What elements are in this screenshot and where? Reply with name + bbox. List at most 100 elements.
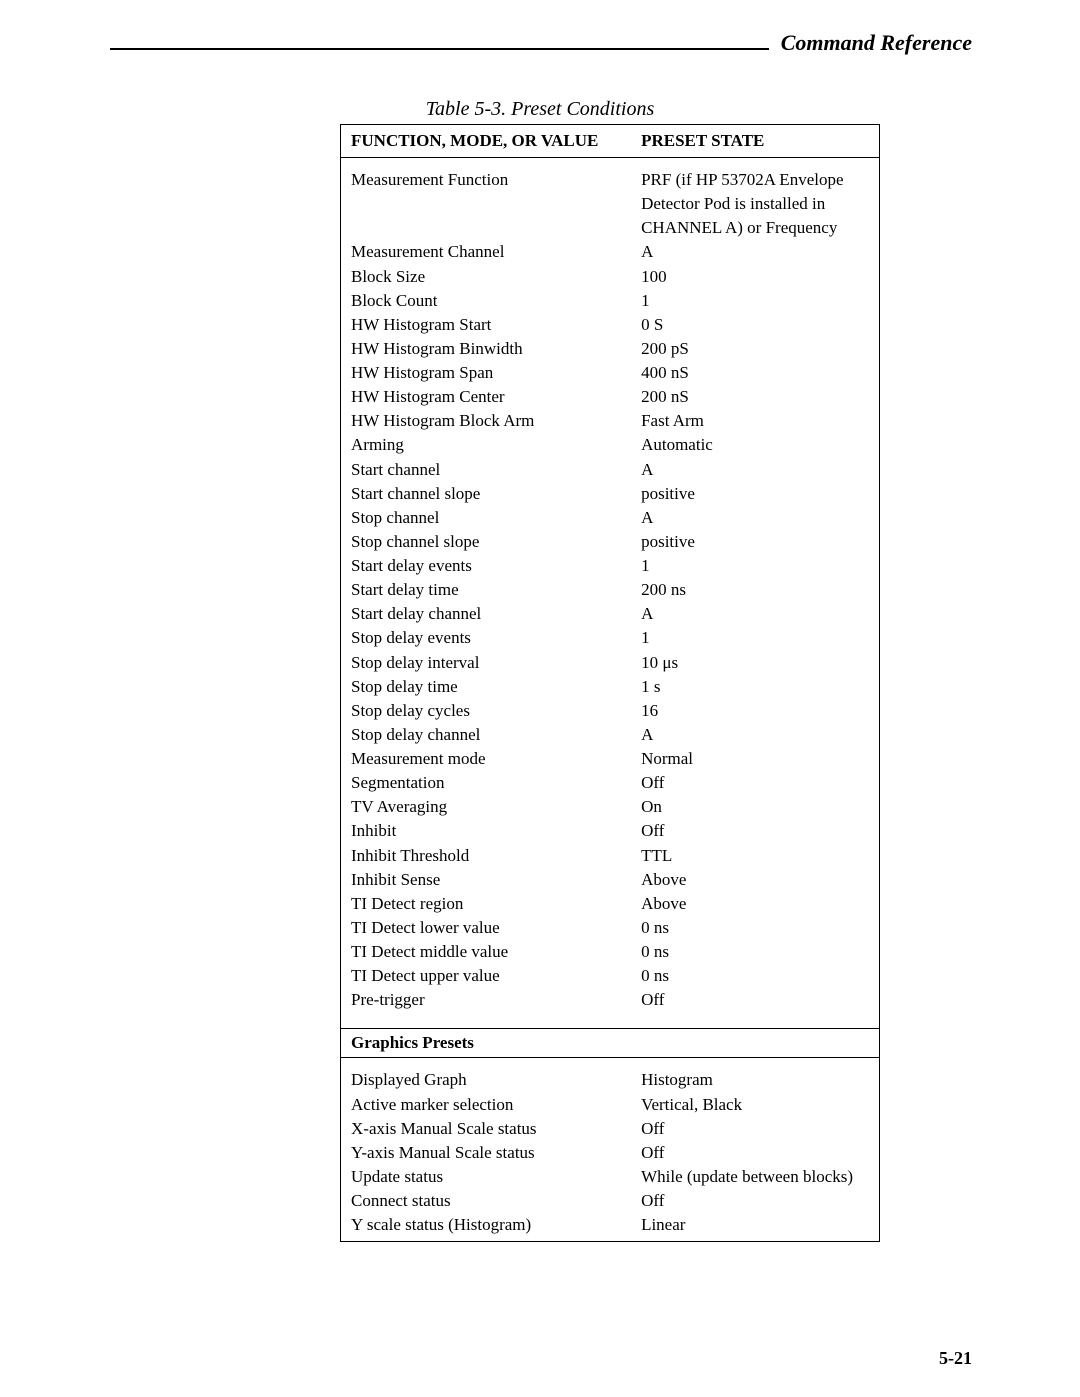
table-row: ArmingAutomatic — [351, 433, 869, 457]
table-row: Start channel slopepositive — [351, 482, 869, 506]
row-state: 400 nS — [641, 361, 869, 385]
row-state: 200 nS — [641, 385, 869, 409]
table-header: FUNCTION, MODE, OR VALUE PRESET STATE — [341, 125, 879, 158]
row-state: PRF (if HP 53702A Envelope Detector Pod … — [641, 168, 869, 240]
row-function: Stop delay time — [351, 675, 641, 699]
row-state: A — [641, 458, 869, 482]
table-row: Stop channel slopepositive — [351, 530, 869, 554]
row-function: Start delay events — [351, 554, 641, 578]
row-function: HW Histogram Block Arm — [351, 409, 641, 433]
row-function: Measurement mode — [351, 747, 641, 771]
row-state: positive — [641, 482, 869, 506]
table-row: Active marker selectionVertical, Black — [351, 1093, 869, 1117]
section-heading-graphics: Graphics Presets — [341, 1028, 879, 1058]
row-function: Stop channel — [351, 506, 641, 530]
row-function: Displayed Graph — [351, 1068, 641, 1092]
table-row: Start delay events1 — [351, 554, 869, 578]
row-state: 0 ns — [641, 964, 869, 988]
row-state: A — [641, 240, 869, 264]
row-state: 1 — [641, 289, 869, 313]
row-state: Linear — [641, 1213, 869, 1237]
table-row: Stop delay cycles16 — [351, 699, 869, 723]
row-function: Start channel — [351, 458, 641, 482]
row-state: 1 s — [641, 675, 869, 699]
row-function: Start delay time — [351, 578, 641, 602]
table-row: Displayed GraphHistogram — [351, 1068, 869, 1092]
table-row: HW Histogram Block ArmFast Arm — [351, 409, 869, 433]
row-state: Normal — [641, 747, 869, 771]
table-row: Measurement modeNormal — [351, 747, 869, 771]
row-state: 1 — [641, 554, 869, 578]
row-function: TI Detect upper value — [351, 964, 641, 988]
table-row: Stop delay channelA — [351, 723, 869, 747]
table-row: TV AveragingOn — [351, 795, 869, 819]
row-function: HW Histogram Center — [351, 385, 641, 409]
row-function: Inhibit — [351, 819, 641, 843]
row-function: Y-axis Manual Scale status — [351, 1141, 641, 1165]
table-row: Start delay time200 ns — [351, 578, 869, 602]
table-row: TI Detect regionAbove — [351, 892, 869, 916]
table-row: HW Histogram Center200 nS — [351, 385, 869, 409]
row-state: While (update between blocks) — [641, 1165, 869, 1189]
row-state: Off — [641, 819, 869, 843]
table-row: Stop channelA — [351, 506, 869, 530]
table-row: SegmentationOff — [351, 771, 869, 795]
row-state: On — [641, 795, 869, 819]
row-function: HW Histogram Binwidth — [351, 337, 641, 361]
row-state: Off — [641, 1141, 869, 1165]
table-row: Block Size100 — [351, 265, 869, 289]
table-row: Update statusWhile (update between block… — [351, 1165, 869, 1189]
row-state: 0 S — [641, 313, 869, 337]
table-row: X-axis Manual Scale statusOff — [351, 1117, 869, 1141]
row-function: Measurement Function — [351, 168, 641, 240]
table-row: Measurement FunctionPRF (if HP 53702A En… — [351, 168, 869, 240]
row-state: Above — [641, 868, 869, 892]
row-state: 0 ns — [641, 940, 869, 964]
row-state: Vertical, Black — [641, 1093, 869, 1117]
table-row: InhibitOff — [351, 819, 869, 843]
row-state: Off — [641, 1189, 869, 1213]
table-row: Start channelA — [351, 458, 869, 482]
row-state: 200 pS — [641, 337, 869, 361]
table-row: Pre-triggerOff — [351, 988, 869, 1012]
row-state: Off — [641, 988, 869, 1012]
table-row: Inhibit ThresholdTTL — [351, 844, 869, 868]
column-header-state: PRESET STATE — [641, 131, 869, 151]
table-row: Measurement ChannelA — [351, 240, 869, 264]
row-state: Automatic — [641, 433, 869, 457]
row-state: A — [641, 723, 869, 747]
table-row: Stop delay interval10 μs — [351, 651, 869, 675]
table-caption: Table 5-3. Preset Conditions — [0, 98, 1080, 121]
row-state: 16 — [641, 699, 869, 723]
row-function: HW Histogram Span — [351, 361, 641, 385]
row-function: Segmentation — [351, 771, 641, 795]
row-state: Above — [641, 892, 869, 916]
table-body: Measurement FunctionPRF (if HP 53702A En… — [341, 158, 879, 1241]
table-row: Stop delay time1 s — [351, 675, 869, 699]
row-function: TI Detect middle value — [351, 940, 641, 964]
row-function: Stop channel slope — [351, 530, 641, 554]
row-function: Y scale status (Histogram) — [351, 1213, 641, 1237]
table-row: HW Histogram Start0 S — [351, 313, 869, 337]
page-number: 5-21 — [939, 1348, 972, 1369]
row-function: Connect status — [351, 1189, 641, 1213]
row-state: 10 μs — [641, 651, 869, 675]
table-row: Y-axis Manual Scale statusOff — [351, 1141, 869, 1165]
row-state: Off — [641, 771, 869, 795]
row-function: Update status — [351, 1165, 641, 1189]
row-state: Histogram — [641, 1068, 869, 1092]
row-state: 1 — [641, 626, 869, 650]
row-function: Inhibit Threshold — [351, 844, 641, 868]
row-function: HW Histogram Start — [351, 313, 641, 337]
table-row: Start delay channelA — [351, 602, 869, 626]
row-function: Stop delay events — [351, 626, 641, 650]
table-row: TI Detect upper value0 ns — [351, 964, 869, 988]
row-function: Arming — [351, 433, 641, 457]
row-function: TI Detect lower value — [351, 916, 641, 940]
row-state: 0 ns — [641, 916, 869, 940]
table-row: HW Histogram Binwidth200 pS — [351, 337, 869, 361]
row-state: 100 — [641, 265, 869, 289]
page-header-title: Command Reference — [769, 30, 972, 56]
row-state: Off — [641, 1117, 869, 1141]
row-function: X-axis Manual Scale status — [351, 1117, 641, 1141]
